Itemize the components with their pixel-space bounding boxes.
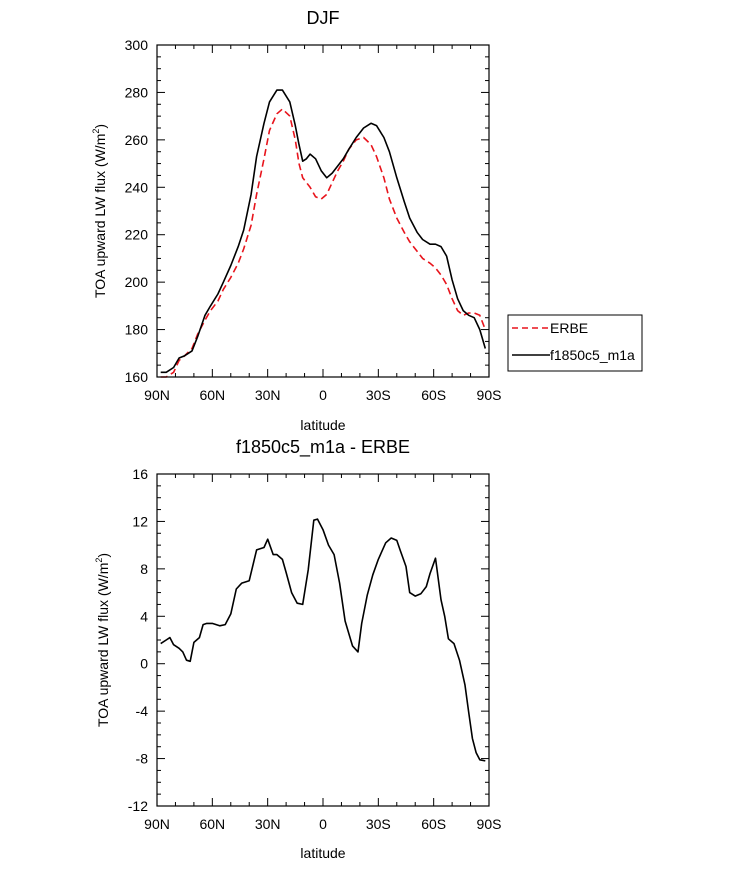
bottom-y-tick-label: 12 [132, 513, 148, 529]
top-y-tick-label: 220 [125, 227, 149, 243]
top-x-tick-label: 30S [366, 387, 391, 403]
top-series-line-f1850c5-m1a [160, 89, 487, 374]
top-x-tick-labels: 90N 60N 30N 0 30S 60S 90S [144, 387, 501, 403]
legend-model-label: f1850c5_m1a [550, 347, 635, 363]
bottom-y-axis-label-end: ) [95, 553, 111, 558]
top-x-tick-label: 90S [477, 387, 502, 403]
top-y-tick-labels: 160 180 200 220 240 260 280 300 [125, 37, 149, 385]
bottom-x-tick-label: 90N [144, 816, 170, 832]
top-y-axis-label-main: TOA upward LW flux (W/m [92, 134, 108, 298]
top-y-tick-label: 180 [125, 322, 149, 338]
top-y-tick-label: 300 [125, 37, 149, 53]
top-plot-frame [156, 44, 490, 378]
bottom-y-tick-label: 8 [140, 561, 148, 577]
top-chart-title: DJF [307, 8, 340, 28]
top-y-axis-label-end: ) [92, 124, 108, 129]
bottom-x-tick-label: 0 [319, 816, 327, 832]
bottom-x-axis-label: latitude [300, 845, 345, 861]
top-series-layer [160, 89, 487, 378]
bottom-x-tick-label: 30N [255, 816, 281, 832]
top-y-tick-label: 240 [125, 179, 149, 195]
bottom-x-tick-label: 60N [199, 816, 225, 832]
bottom-series-layer [160, 518, 486, 762]
bottom-y-tick-label: -8 [136, 751, 149, 767]
bottom-y-tick-label: 4 [140, 608, 148, 624]
top-x-tick-label: 0 [319, 387, 327, 403]
top-y-tick-label: 280 [125, 84, 149, 100]
top-y-tick-label: 200 [125, 274, 149, 290]
bottom-y-axis-label: TOA upward LW flux (W/m2) [94, 553, 111, 727]
top-ticks [156, 44, 490, 378]
bottom-x-tick-label: 60S [421, 816, 446, 832]
bottom-panel-difference: f1850c5_m1a - ERBE 90N 60N 30N 0 30S 60S 90S -… [94, 437, 501, 861]
top-y-tick-label: 160 [125, 369, 149, 385]
bottom-y-tick-labels: -12 -8 -4 0 4 8 12 16 [128, 466, 148, 814]
bottom-y-tick-label: -4 [136, 703, 149, 719]
bottom-x-tick-label: 90S [477, 816, 502, 832]
top-series-line-erbe [160, 108, 487, 378]
bottom-ticks [156, 473, 490, 807]
top-panel-djf: DJF 90N 60N 30N 0 30S 60S 90S 160 180 200 220 240 2… [91, 8, 643, 433]
bottom-plot-frame [156, 473, 490, 807]
top-x-tick-label: 60S [421, 387, 446, 403]
top-y-tick-label: 260 [125, 132, 149, 148]
top-y-axis-label: TOA upward LW flux (W/m2) [91, 124, 108, 298]
bottom-y-tick-label: 16 [132, 466, 148, 482]
bottom-chart-title: f1850c5_m1a - ERBE [236, 437, 410, 458]
top-x-tick-label: 60N [199, 387, 225, 403]
top-x-tick-label: 90N [144, 387, 170, 403]
top-y-axis-label-sup: 2 [91, 129, 101, 134]
bottom-series-line-f1850c5-m1a-erbe [160, 518, 486, 762]
top-x-axis-label: latitude [300, 417, 345, 433]
bottom-x-tick-label: 30S [366, 816, 391, 832]
legend-erbe-label: ERBE [550, 320, 588, 336]
bottom-y-axis-label-sup: 2 [94, 558, 104, 563]
bottom-y-tick-label: -12 [128, 798, 148, 814]
bottom-y-axis-label-main: TOA upward LW flux (W/m [95, 563, 111, 727]
bottom-x-tick-labels: 90N 60N 30N 0 30S 60S 90S [144, 816, 501, 832]
legend-box [507, 314, 643, 372]
legend: ERBE f1850c5_m1a [507, 314, 643, 372]
top-x-tick-label: 30N [255, 387, 281, 403]
bottom-y-tick-label: 0 [140, 656, 148, 672]
